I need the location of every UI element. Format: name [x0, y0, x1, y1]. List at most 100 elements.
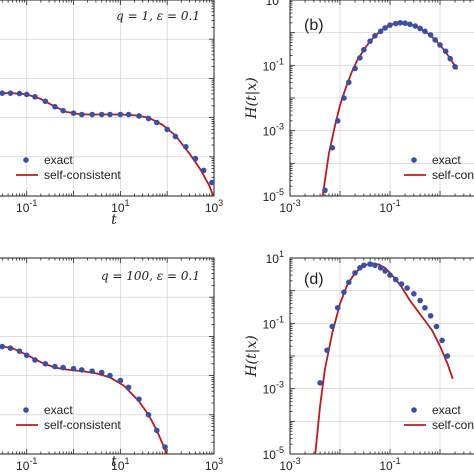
- point-exact: [439, 337, 445, 344]
- axes-frame: [0, 0, 215, 197]
- point-exact: [145, 115, 152, 122]
- x-tick-label: 101: [111, 198, 129, 215]
- legend-label: self-consistent: [432, 168, 474, 182]
- y-tick-label: 10-3: [263, 380, 284, 397]
- x-tick-label: 10-1: [379, 198, 400, 215]
- point-exact: [346, 79, 352, 86]
- series-line-self-consistent: [0, 92, 214, 196]
- point-exact: [60, 107, 66, 114]
- point-exact: [317, 380, 323, 386]
- y-axis-title: H(t|x): [244, 335, 260, 377]
- series-group: [0, 90, 214, 196]
- y-tick-label: 101: [266, 249, 284, 266]
- x-tick-label: 10-3: [279, 198, 300, 215]
- panel-label: (b): [304, 17, 324, 34]
- panel-label: (d): [304, 271, 324, 288]
- x-tick-label: 101: [111, 456, 129, 473]
- point-exact: [433, 323, 440, 330]
- point-exact: [324, 347, 330, 354]
- series-line-self-consistent: [314, 262, 454, 454]
- point-exact: [402, 20, 408, 26]
- point-exact: [117, 111, 124, 118]
- point-exact: [89, 368, 95, 374]
- point-exact: [70, 365, 77, 372]
- point-exact: [7, 90, 14, 96]
- point-exact: [209, 179, 214, 186]
- point-exact: [329, 323, 336, 330]
- point-exact: [89, 111, 95, 118]
- point-exact: [334, 118, 341, 124]
- x-tick-label: 10-1: [16, 198, 37, 215]
- point-exact: [125, 111, 132, 118]
- point-exact: [16, 348, 23, 354]
- point-exact: [352, 65, 358, 72]
- point-exact: [32, 357, 38, 363]
- axis-ticks: [290, 0, 471, 196]
- point-exact: [361, 46, 367, 53]
- point-exact: [377, 265, 384, 271]
- point-exact: [372, 262, 378, 269]
- point-exact: [382, 25, 388, 31]
- series-group: [321, 20, 458, 196]
- point-exact: [367, 261, 373, 267]
- point-exact: [387, 272, 393, 278]
- legend-label: exact: [44, 153, 73, 167]
- point-exact: [42, 361, 49, 367]
- axis-ticks: [1, 0, 214, 196]
- legend-label: exact: [432, 153, 461, 167]
- x-tick-label: 10-3: [279, 456, 300, 473]
- point-exact: [164, 126, 170, 133]
- x-tick-label: 10-1: [16, 456, 37, 473]
- point-exact: [52, 363, 58, 370]
- point-exact: [23, 352, 30, 359]
- point-exact: [427, 32, 434, 38]
- point-exact: [117, 377, 124, 384]
- point-exact: [372, 33, 378, 39]
- y-tick-label: 10-5: [263, 445, 284, 462]
- point-exact: [346, 279, 352, 286]
- point-exact: [367, 38, 373, 44]
- point-exact: [78, 111, 85, 118]
- point-exact: [422, 28, 428, 35]
- point-exact: [357, 55, 363, 61]
- point-exact: [200, 167, 207, 174]
- point-exact: [125, 384, 132, 391]
- point-exact: [192, 155, 199, 162]
- point-exact: [162, 444, 168, 450]
- point-exact: [417, 297, 423, 304]
- point-exact: [377, 28, 384, 35]
- legend-marker-exact: [411, 407, 417, 413]
- grid: [0, 258, 214, 454]
- series-line-self-consistent: [0, 345, 169, 454]
- point-exact: [387, 22, 393, 28]
- point-exact: [52, 103, 58, 110]
- point-exact: [392, 276, 399, 283]
- point-exact: [361, 262, 367, 269]
- point-exact: [334, 304, 341, 311]
- point-exact: [32, 93, 38, 100]
- y-tick-label: 10-3: [263, 122, 284, 139]
- point-exact: [382, 268, 388, 274]
- point-exact: [447, 55, 454, 62]
- legend-marker-exact: [23, 157, 29, 163]
- point-exact: [0, 343, 6, 350]
- point-exact: [136, 113, 142, 119]
- grid: [290, 0, 474, 196]
- y-tick-label: 10-1: [263, 314, 284, 331]
- point-exact: [452, 64, 458, 70]
- legend-marker-exact: [411, 157, 417, 163]
- point-exact: [153, 119, 160, 126]
- series-group: [314, 261, 454, 454]
- series-group: [0, 343, 169, 454]
- x-tick-label: 103: [205, 198, 223, 215]
- x-axis-title: t: [111, 212, 117, 228]
- panel-d: 10-3 10-110110-110-310-5H(t|x)exactself-c…: [244, 249, 474, 473]
- point-exact: [42, 98, 49, 105]
- point-exact: [432, 37, 438, 43]
- legend-label: self-consistent: [44, 168, 121, 182]
- axis-ticks: [290, 258, 471, 454]
- point-exact: [153, 427, 160, 434]
